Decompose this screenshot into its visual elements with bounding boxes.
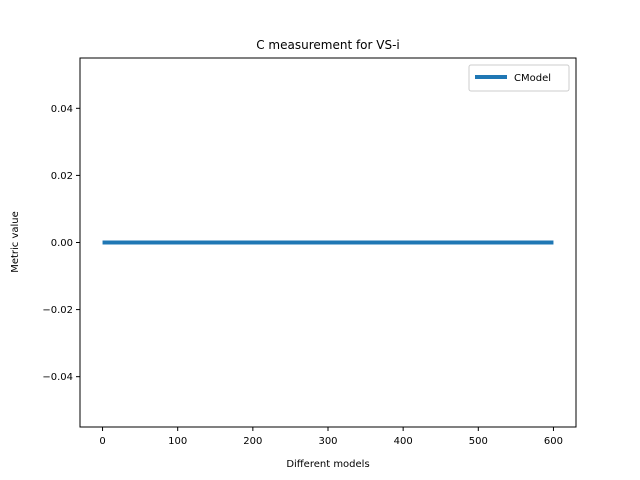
y-tick-label: 0.04 [51,104,73,115]
legend-label-cmodel: CModel [514,73,551,84]
x-tick-label: 600 [544,436,563,447]
y-axis-label: Metric value [10,211,21,273]
y-axis-ticks: 0.04 0.02 0.00 −0.02 −0.04 [42,104,80,383]
x-tick-label: 0 [99,436,105,447]
x-tick-label: 400 [394,436,413,447]
y-tick-label: −0.04 [42,372,73,383]
x-tick-label: 100 [168,436,187,447]
x-axis-label: Different models [286,459,369,470]
chart-title: C measurement for VS-i [256,38,400,52]
x-tick-label: 200 [243,436,262,447]
x-tick-label: 500 [469,436,488,447]
x-axis-ticks: 0 100 200 300 400 500 600 [99,427,563,447]
y-tick-label: −0.02 [42,305,73,316]
y-tick-label: 0.00 [51,238,73,249]
plot-area-frame [79,57,577,428]
legend: CModel [468,64,570,92]
legend-box [468,64,570,92]
x-tick-label: 300 [318,436,337,447]
y-tick-label: 0.02 [51,171,73,182]
